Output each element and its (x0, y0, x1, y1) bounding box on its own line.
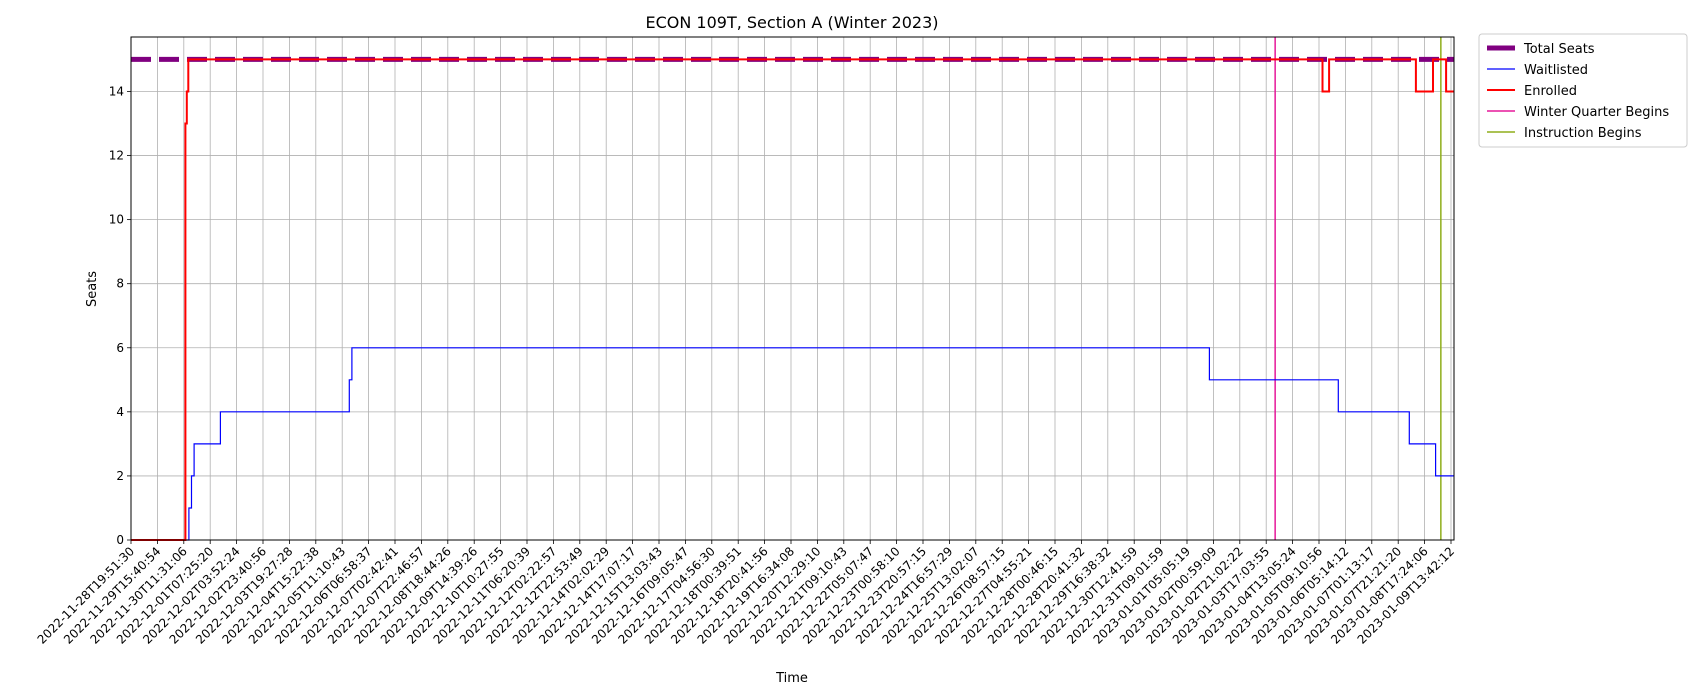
y-tick-label: 4 (116, 405, 124, 419)
legend-label: Waitlisted (1524, 63, 1588, 78)
legend: Total Seats Waitlisted Enrolled Winter Quar… (1478, 33, 1688, 148)
legend-box (1478, 33, 1688, 148)
series-layer (131, 37, 1454, 541)
legend-label: Total Seats (1523, 42, 1595, 57)
legend-label: Winter Quarter Begins (1524, 105, 1669, 120)
y-tick-label: 14 (109, 84, 124, 98)
y-tick-label: 6 (116, 341, 124, 355)
chart-title: ECON 109T, Section A (Winter 2023) (645, 13, 938, 32)
grid (130, 37, 1454, 541)
x-axis: 2022-11-28T19:51:302022-11-29T15:40:5420… (35, 540, 1457, 647)
legend-label: Instruction Begins (1524, 126, 1642, 141)
x-axis-label: Time (775, 671, 808, 686)
y-tick-label: 0 (116, 533, 124, 547)
enrolled-line (131, 58, 1454, 541)
waitlisted-line (131, 347, 1454, 541)
y-axis: 0 2 4 6 8 10 12 14 (109, 84, 131, 547)
y-tick-label: 2 (116, 469, 124, 483)
y-tick-label: 10 (109, 213, 124, 227)
plot-frame (130, 36, 1455, 541)
y-tick-label: 12 (109, 149, 124, 163)
legend-label: Enrolled (1524, 84, 1577, 99)
y-tick-label: 8 (116, 277, 124, 291)
y-axis-label: Seats (85, 271, 100, 307)
